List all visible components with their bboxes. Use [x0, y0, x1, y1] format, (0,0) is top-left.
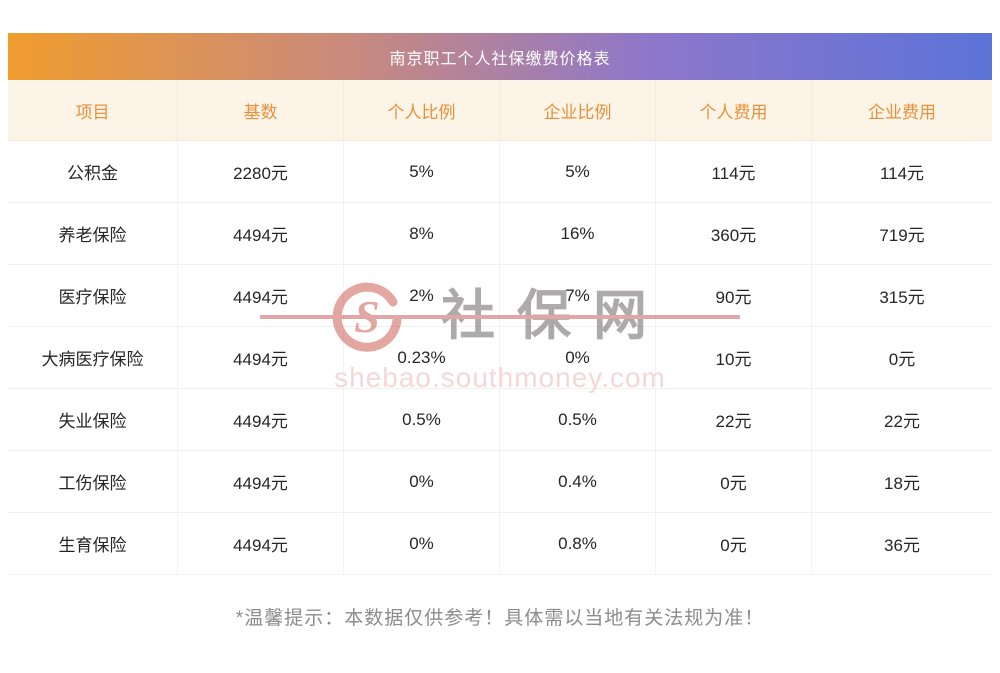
column-header-personal-fee: 个人费用 [655, 80, 811, 140]
cell-personal-fee: 10元 [655, 327, 811, 388]
cell-company-ratio: 0.5% [499, 389, 655, 450]
table-row: 医疗保险 4494元 2% 7% 90元 315元 [8, 265, 992, 327]
cell-company-fee: 315元 [811, 265, 992, 326]
cell-base: 4494元 [177, 265, 343, 326]
cell-item: 医疗保险 [58, 288, 127, 307]
cell-company-fee: 22元 [811, 389, 992, 450]
cell-personal-ratio: 0% [343, 451, 499, 512]
cell-item: 养老保险 [58, 226, 127, 245]
table-row: 大病医疗保险 4494元 0.23% 0% 10元 0元 [8, 327, 992, 389]
cell-personal-fee: 0元 [655, 451, 811, 512]
cell-item: 大病医疗保险 [41, 350, 144, 369]
cell-base: 4494元 [177, 513, 343, 574]
cell-company-fee: 114元 [811, 141, 992, 202]
cell-personal-ratio: 5% [343, 141, 499, 202]
cell-personal-ratio: 8% [343, 203, 499, 264]
cell-personal-fee: 22元 [655, 389, 811, 450]
column-header-company-fee: 企业费用 [811, 80, 992, 140]
column-header-item: 项目 [75, 102, 110, 122]
social-insurance-table: 项目 基数 个人比例 企业比例 个人费用 企业费用 公积金 2280元 5% 5… [8, 80, 992, 575]
table-row: 工伤保险 4494元 0% 0.4% 0元 18元 [8, 451, 992, 513]
cell-base: 4494元 [177, 203, 343, 264]
cell-company-ratio: 7% [499, 265, 655, 326]
table-row: 失业保险 4494元 0.5% 0.5% 22元 22元 [8, 389, 992, 451]
page-title: 南京职工个人社保缴费价格表 [389, 50, 611, 68]
cell-company-ratio: 0% [499, 327, 655, 388]
cell-company-fee: 18元 [811, 451, 992, 512]
cell-personal-fee: 114元 [655, 141, 811, 202]
cell-company-fee: 36元 [811, 513, 992, 574]
cell-company-fee: 0元 [811, 327, 992, 388]
column-header-personal-ratio: 个人比例 [343, 80, 499, 140]
cell-base: 4494元 [177, 389, 343, 450]
cell-personal-fee: 90元 [655, 265, 811, 326]
column-header-company-ratio: 企业比例 [499, 80, 655, 140]
cell-company-ratio: 5% [499, 141, 655, 202]
column-header-base: 基数 [177, 80, 343, 140]
cell-company-ratio: 0.4% [499, 451, 655, 512]
table-title-bar: 南京职工个人社保缴费价格表 [8, 33, 992, 80]
table-row: 生育保险 4494元 0% 0.8% 0元 36元 [8, 513, 992, 575]
cell-personal-fee: 0元 [655, 513, 811, 574]
cell-base: 4494元 [177, 327, 343, 388]
cell-item: 工伤保险 [58, 474, 127, 493]
cell-personal-ratio: 2% [343, 265, 499, 326]
cell-personal-ratio: 0% [343, 513, 499, 574]
table-row: 养老保险 4494元 8% 16% 360元 719元 [8, 203, 992, 265]
cell-base: 2280元 [177, 141, 343, 202]
disclaimer-note: *温馨提示：本数据仅供参考！具体需以当地有关法规为准！ [235, 608, 765, 629]
cell-item: 失业保险 [58, 412, 127, 431]
cell-company-ratio: 0.8% [499, 513, 655, 574]
cell-company-fee: 719元 [811, 203, 992, 264]
cell-base: 4494元 [177, 451, 343, 512]
cell-company-ratio: 16% [499, 203, 655, 264]
cell-personal-fee: 360元 [655, 203, 811, 264]
cell-personal-ratio: 0.23% [343, 327, 499, 388]
table-row: 公积金 2280元 5% 5% 114元 114元 [8, 141, 992, 203]
cell-item: 公积金 [67, 164, 118, 183]
cell-item: 生育保险 [58, 536, 127, 555]
cell-personal-ratio: 0.5% [343, 389, 499, 450]
table-header-row: 项目 基数 个人比例 企业比例 个人费用 企业费用 [8, 80, 992, 141]
